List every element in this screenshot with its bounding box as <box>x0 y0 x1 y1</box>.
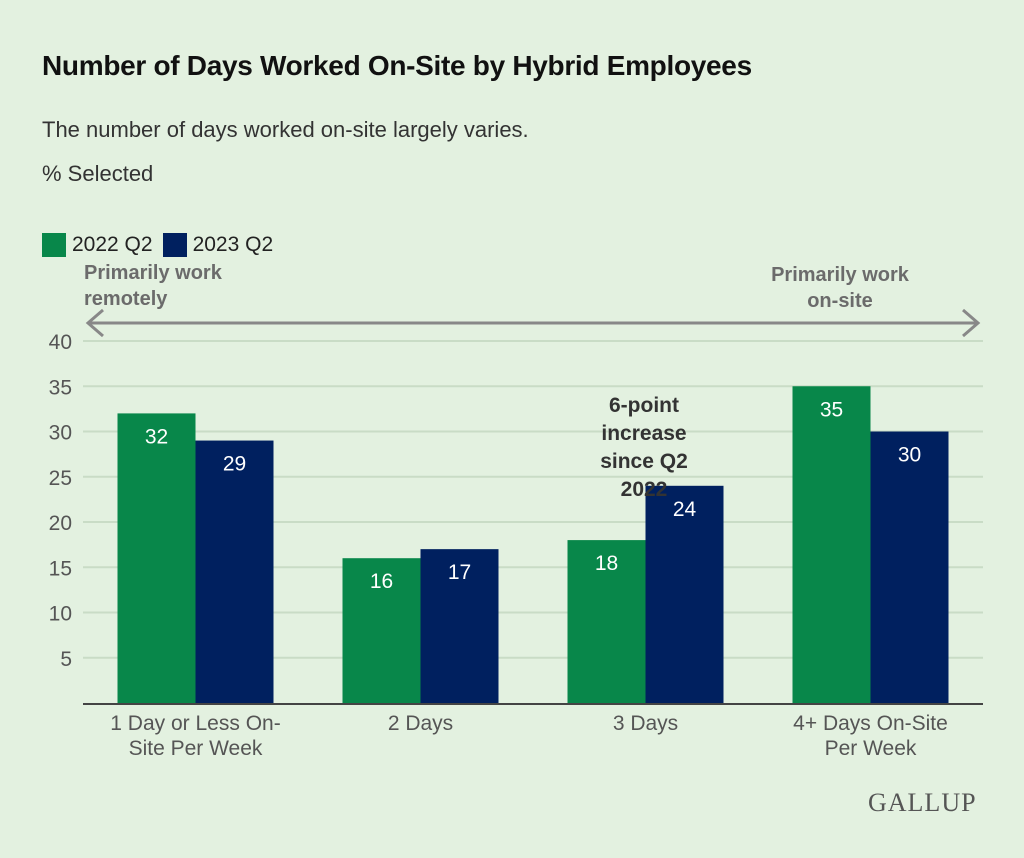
chart-subtitle: The number of days worked on-site largel… <box>42 117 529 142</box>
callout-annotation: since Q2 <box>600 450 688 473</box>
y-tick-label: 15 <box>49 557 72 580</box>
y-tick-label: 25 <box>49 467 72 490</box>
bar-2023-q2 <box>195 440 274 703</box>
data-label: 18 <box>595 552 618 575</box>
data-label: 30 <box>898 444 921 467</box>
y-axis-unit-label: % Selected <box>42 161 154 186</box>
x-tick-label: 1 Day or Less On- <box>110 712 280 735</box>
y-tick-label: 10 <box>49 603 72 626</box>
x-tick-label: Per Week <box>825 737 917 760</box>
legend-item-2023: 2023 Q2 <box>162 233 274 257</box>
callout-annotation: increase <box>601 422 686 445</box>
y-tick-label: 35 <box>49 376 72 399</box>
y-tick-label: 30 <box>49 422 72 445</box>
arrow-right-icon <box>962 308 981 338</box>
y-tick-label: 40 <box>49 331 72 354</box>
legend-swatch-2023 <box>162 233 187 257</box>
right-arrow-label: Primarily work <box>771 264 910 286</box>
bar-2023-q2 <box>420 549 499 703</box>
data-label: 32 <box>145 425 168 448</box>
legend: 2022 Q2 2023 Q2 <box>42 233 283 257</box>
chart-title: Number of Days Worked On-Site by Hybrid … <box>42 50 752 81</box>
bar-2023-q2 <box>645 485 724 703</box>
x-tick-label: 2 Days <box>388 712 453 735</box>
left-arrow-label: Primarily work <box>84 262 223 284</box>
legend-label-2022: 2022 Q2 <box>72 233 153 256</box>
x-tick-label: Site Per Week <box>129 737 263 760</box>
gallup-logo: GALLUP <box>868 788 977 817</box>
legend-swatch-2022 <box>42 233 66 257</box>
data-label: 35 <box>820 398 843 421</box>
bar-2023-q2 <box>870 431 949 703</box>
x-tick-label: 4+ Days On-Site <box>793 712 948 735</box>
legend-item-2022: 2022 Q2 <box>42 233 153 257</box>
data-label: 29 <box>223 453 246 476</box>
data-label: 24 <box>673 498 697 521</box>
callout-annotation: 6-point <box>609 394 679 417</box>
right-arrow-label: on-site <box>807 290 873 312</box>
legend-label-2023: 2023 Q2 <box>192 233 274 256</box>
bar-2022-q2 <box>567 540 646 703</box>
bar-2022-q2 <box>117 413 196 703</box>
callout-annotation: 2022 <box>621 478 668 501</box>
data-label: 16 <box>370 570 393 593</box>
x-tick-label: 3 Days <box>613 712 678 735</box>
bar-2022-q2 <box>792 386 871 703</box>
bar-2022-q2 <box>342 558 421 703</box>
left-arrow-label: remotely <box>84 288 168 310</box>
data-label: 17 <box>448 561 471 584</box>
arrow-left-icon <box>85 308 104 338</box>
y-tick-label: 5 <box>60 648 72 671</box>
y-tick-label: 20 <box>49 512 72 535</box>
